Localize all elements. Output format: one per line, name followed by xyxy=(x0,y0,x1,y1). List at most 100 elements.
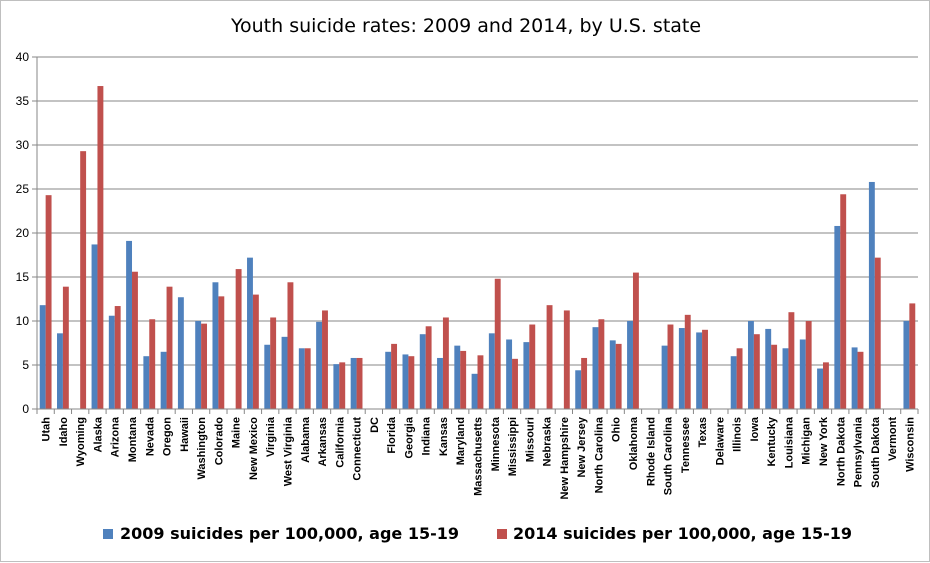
bar-2009-wisconsin xyxy=(903,321,910,409)
x-tick-label: Washington xyxy=(196,417,208,480)
x-tick-label: Florida xyxy=(386,416,398,454)
bar-2009-alaska xyxy=(91,244,98,409)
bar-2014-kansas xyxy=(442,317,449,409)
bar-2009-oregon xyxy=(160,351,167,409)
bar-2014-north-carolina xyxy=(598,319,605,409)
bar-2014-nebraska xyxy=(546,305,553,409)
bar-2014-maryland xyxy=(460,350,467,409)
bar-2014-maine xyxy=(235,269,242,409)
x-tick-label: Wyoming xyxy=(75,417,87,466)
bar-2009-arizona xyxy=(108,315,115,409)
y-tick-label: 20 xyxy=(16,226,30,240)
bar-2009-south-carolina xyxy=(661,345,668,409)
y-tick-label: 35 xyxy=(16,94,30,108)
bar-2014-texas xyxy=(702,329,708,409)
x-tick-label: Connecticut xyxy=(352,417,364,481)
y-tick-label: 40 xyxy=(16,50,30,64)
bar-2014-new-mexico xyxy=(252,294,259,409)
bar-2014-ohio xyxy=(615,343,622,409)
bar-2009-minnesota xyxy=(488,333,495,409)
x-tick-label: New Jersey xyxy=(576,416,588,477)
x-tick-label: Arizona xyxy=(110,416,122,457)
y-tick-label: 15 xyxy=(16,270,30,284)
x-tick-label: Georgia xyxy=(403,416,415,458)
bar-2009-idaho xyxy=(57,333,63,409)
x-tick-label: Arkansas xyxy=(317,417,329,467)
bar-2014-pennsylvania xyxy=(857,351,864,409)
bar-2009-kansas xyxy=(437,357,443,409)
bar-2009-north-carolina xyxy=(592,327,599,409)
bar-2009-north-dakota xyxy=(834,225,841,409)
x-tick-label: South Dakota xyxy=(870,416,882,488)
gridlines xyxy=(37,56,918,366)
bar-2014-mississippi xyxy=(512,358,518,409)
bar-2014-oklahoma xyxy=(632,272,639,409)
bar-2014-iowa xyxy=(753,334,760,409)
bar-2014-minnesota xyxy=(494,278,501,409)
bar-2014-utah xyxy=(45,195,52,409)
bar-2009-new-york xyxy=(817,368,823,409)
bar-2009-utah xyxy=(39,305,46,409)
bar-2014-west-virginia xyxy=(287,282,294,409)
x-tick-label: Louisiana xyxy=(783,416,795,468)
y-tick-label: 10 xyxy=(16,314,30,328)
bar-2009-michigan xyxy=(799,339,806,409)
x-tick-label: North Carolina xyxy=(593,416,605,493)
bar-2009-tennessee xyxy=(678,328,685,409)
legend-swatch-2009 xyxy=(103,529,113,539)
bar-2014-colorado xyxy=(218,296,225,409)
bar-2009-west-virginia xyxy=(281,336,288,409)
x-tick-label: New Mexico xyxy=(248,417,260,480)
legend-label-2014: 2014 suicides per 100,000, age 15-19 xyxy=(513,524,852,543)
legend-swatch-2014 xyxy=(497,529,507,539)
bar-2014-florida xyxy=(391,343,398,409)
x-tick-label: Rhode Island xyxy=(645,417,657,486)
bar-2014-nevada xyxy=(149,319,156,409)
bar-2009-pennsylvania xyxy=(851,347,858,409)
y-tick-label: 25 xyxy=(16,182,30,196)
x-tick-label: Delaware xyxy=(714,417,726,465)
bar-2014-alabama xyxy=(304,348,311,409)
bar-2014-california xyxy=(339,362,346,409)
x-tick-label: Oklahoma xyxy=(628,416,640,470)
x-tick-label: Iowa xyxy=(749,416,761,441)
x-tick-label: Tennessee xyxy=(680,417,692,473)
x-tick-label: Illinois xyxy=(732,417,744,452)
x-tick-label: Alaska xyxy=(92,416,104,452)
x-tick-label: California xyxy=(334,416,346,468)
bar-2009-montana xyxy=(126,240,133,409)
bar-2009-texas xyxy=(696,332,703,409)
y-axis: 0 5 10 15 20 25 30 35 40 xyxy=(16,50,38,416)
bar-2009-indiana xyxy=(419,334,426,409)
y-tick-label: 30 xyxy=(16,138,30,152)
bar-2009-connecticut xyxy=(350,357,357,409)
x-tick-label: Kentucky xyxy=(766,416,778,466)
bar-2014-north-dakota xyxy=(840,194,847,409)
bar-2014-michigan xyxy=(805,321,812,409)
bar-2014-washington xyxy=(201,323,208,409)
bar-2014-indiana xyxy=(425,326,432,409)
bar-2014-alaska xyxy=(97,86,104,409)
chart-title: Youth suicide rates: 2009 and 2014, by U… xyxy=(230,15,701,37)
bar-2009-washington xyxy=(195,321,202,409)
x-tick-label: Mississippi xyxy=(507,417,519,476)
x-tick-label: Michigan xyxy=(801,417,813,465)
x-tick-label: Maryland xyxy=(455,417,467,465)
bar-2009-arkansas xyxy=(316,321,323,409)
x-tick-label: New Hampshire xyxy=(559,417,571,500)
x-tick-label: Virginia xyxy=(265,416,277,457)
x-tick-label: Missouri xyxy=(524,417,536,462)
x-tick-label: Texas xyxy=(697,417,709,447)
bar-2009-alabama xyxy=(298,348,305,409)
x-tick-label: Colorado xyxy=(213,417,225,466)
bar-2009-mississippi xyxy=(506,339,513,409)
bar-2014-new-hampshire xyxy=(563,310,570,409)
bar-2009-oklahoma xyxy=(627,321,633,409)
bar-2009-virginia xyxy=(264,344,271,409)
bar-2014-wyoming xyxy=(80,151,87,409)
x-tick-label: Vermont xyxy=(887,417,899,461)
bar-2009-hawaii xyxy=(177,297,184,409)
bar-2014-virginia xyxy=(270,317,277,409)
bar-2014-south-dakota xyxy=(874,257,881,409)
bar-2009-kentucky xyxy=(765,328,772,409)
